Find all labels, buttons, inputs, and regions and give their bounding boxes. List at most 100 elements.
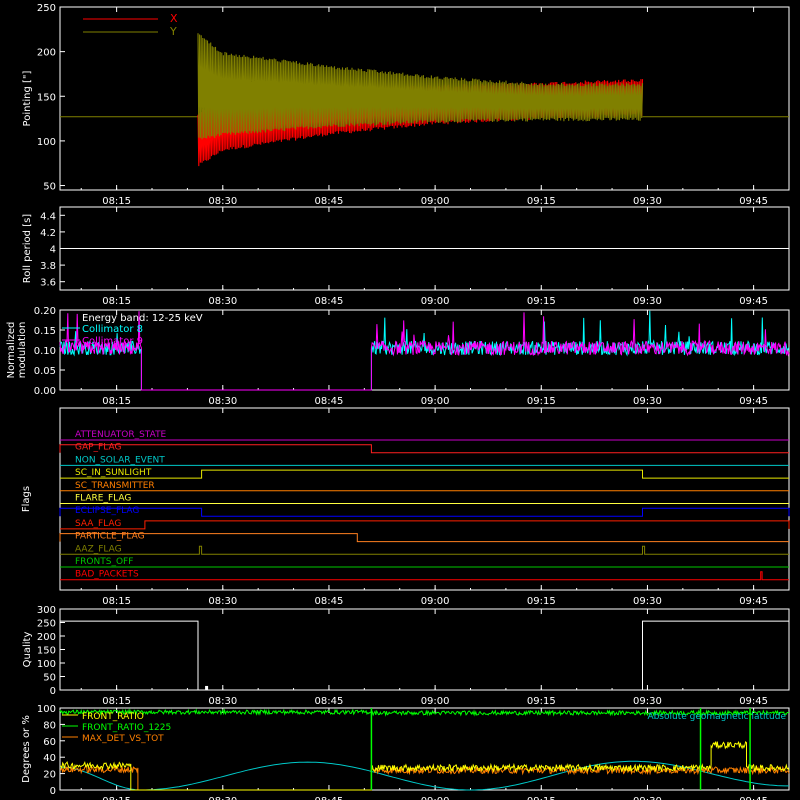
x-tick-label: 09:00 <box>421 196 450 207</box>
y-axis-label: modulation <box>17 322 28 379</box>
latitude-annotation: Absolute geomagnetic latitude <box>647 712 786 722</box>
y-tick-label: 60 <box>43 737 56 748</box>
y-tick-label: 0.10 <box>34 346 56 357</box>
x-tick-label: 08:45 <box>315 796 344 800</box>
x-tick-label: 09:30 <box>633 596 662 607</box>
y-axis-label: Normalized <box>6 322 17 379</box>
latitude-line <box>59 760 789 791</box>
y-axis-label: Roll period [s] <box>22 214 33 283</box>
flag-line-bad-packets <box>60 571 789 581</box>
y-axis-label: Flags <box>21 486 32 512</box>
y-axis-label: Quality <box>22 632 33 668</box>
flag-label: SC_TRANSMITTER <box>75 481 155 491</box>
flag-line-sc-in-sunlight <box>60 469 789 479</box>
x-tick-label: 08:45 <box>315 296 344 307</box>
x-tick-label: 09:45 <box>739 596 768 607</box>
x-tick-label: 09:30 <box>633 296 662 307</box>
legend-label-y: Y <box>169 25 177 38</box>
legend-label: Collimator 9 <box>82 336 143 347</box>
quality-spike <box>205 685 209 690</box>
x-tick-label: 08:30 <box>208 196 237 207</box>
y-tick-label: 200 <box>37 632 56 643</box>
x-tick-label: 09:00 <box>421 396 450 407</box>
y-tick-label: 250 <box>37 3 56 14</box>
y-tick-label: 50 <box>43 182 56 193</box>
flag-label: SAA_FLAG <box>75 519 121 529</box>
collimator-9-line <box>59 311 790 391</box>
x-tick-label: 09:00 <box>421 596 450 607</box>
x-tick-label: 09:30 <box>633 396 662 407</box>
x-tick-label: 09:45 <box>739 696 768 707</box>
panel-roll-period: 08:15 08:30 08:45 09:00 09:15 09:30 09:45 3.6 3.… <box>22 206 790 307</box>
y-tick-label: 150 <box>37 92 56 103</box>
plot-frame <box>59 407 790 591</box>
legend-label: FRONT_RATIO_1225 <box>82 723 171 733</box>
quality-line <box>60 620 789 691</box>
series-front-ratio-1225-line <box>59 708 790 717</box>
x-tick-label: 09:30 <box>633 696 662 707</box>
x-tick-label: 08:45 <box>315 596 344 607</box>
flag-label: ECLIPSE_FLAG <box>75 506 139 516</box>
flag-label: PARTICLE_FLAG <box>75 532 145 542</box>
y-tick-label: 4.2 <box>40 228 56 239</box>
panel-quality: 08:15 08:30 08:45 09:00 09:15 09:30 09:45 0 50 10… <box>22 605 790 707</box>
x-tick-label: 08:30 <box>208 296 237 307</box>
energy-band-annotation: Energy band: 12-25 keV <box>82 313 203 324</box>
x-tick-label: 09:30 <box>633 796 662 800</box>
x-tick-label: 08:30 <box>208 796 237 800</box>
flag-line-particle-flag <box>59 533 789 543</box>
y-tick-label: 20 <box>43 770 56 781</box>
x-tick-label: 08:45 <box>315 396 344 407</box>
series-front-ratio-line <box>59 740 790 791</box>
x-tick-label: 09:45 <box>739 196 768 207</box>
y-tick-label: 200 <box>37 48 56 59</box>
flag-line-saa-flag <box>60 520 790 530</box>
panel-modulation: 08:15 08:30 08:45 09:00 09:15 09:30 09:45 0.00 0… <box>6 306 790 407</box>
x-tick-label: 08:30 <box>208 596 237 607</box>
legend-label: FRONT_RATIO <box>82 712 144 722</box>
y-tick-label: 300 <box>37 605 56 616</box>
x-tick-label: 08:45 <box>315 196 344 207</box>
y-tick-label: 0.05 <box>34 366 56 377</box>
flag-line-eclipse-flag <box>59 507 790 517</box>
x-tick-label: 09:45 <box>739 296 768 307</box>
x-tick-label: 09:15 <box>527 596 556 607</box>
x-tick-label: 09:00 <box>421 696 450 707</box>
panel-flags: 08:15 08:30 08:45 09:00 09:15 09:30 09:45 Flags… <box>21 407 790 607</box>
y-tick-label: 0 <box>50 686 56 697</box>
x-tick-label: 08:15 <box>102 696 131 707</box>
y-tick-label: 40 <box>43 753 56 764</box>
x-tick-label: 08:15 <box>102 396 131 407</box>
series-max-det-vs-tot-line <box>59 765 790 791</box>
flag-label: ATTENUATOR_STATE <box>75 430 167 440</box>
x-tick-label: 09:45 <box>739 396 768 407</box>
y-tick-label: 80 <box>43 720 56 731</box>
flag-label: FLARE_FLAG <box>75 494 131 504</box>
y-tick-label: 0 <box>50 786 56 797</box>
x-tick-label: 08:45 <box>315 696 344 707</box>
flag-line-gap-flag <box>59 444 789 454</box>
x-tick-label: 08:15 <box>102 196 131 207</box>
panel-ratios: 08:15 08:30 08:45 09:00 09:15 09:30 09:45 0 20 40… <box>21 704 790 800</box>
x-tick-label: 09:15 <box>527 296 556 307</box>
x-tick-label: 09:30 <box>633 196 662 207</box>
x-tick-label: 09:45 <box>739 796 768 800</box>
y-tick-label: 3.6 <box>40 278 56 289</box>
y-axis-label: Pointing ["] <box>22 70 33 126</box>
plot-frame <box>59 707 790 791</box>
x-tick-label: 08:15 <box>102 296 131 307</box>
flag-line-aaz-flag <box>60 545 789 555</box>
flag-label: FRONTS_OFF <box>75 557 133 567</box>
y-tick-label: 3.8 <box>40 261 56 272</box>
y-tick-label: 0.15 <box>34 326 56 337</box>
x-tick-label: 08:30 <box>208 696 237 707</box>
y-tick-label: 50 <box>43 673 56 684</box>
y-tick-label: 0.00 <box>34 386 56 397</box>
y-tick-label: 100 <box>37 704 56 715</box>
x-tick-label: 09:15 <box>527 196 556 207</box>
y-tick-label: 250 <box>37 619 56 630</box>
series-y-line <box>197 33 644 140</box>
x-tick-label: 09:15 <box>527 796 556 800</box>
